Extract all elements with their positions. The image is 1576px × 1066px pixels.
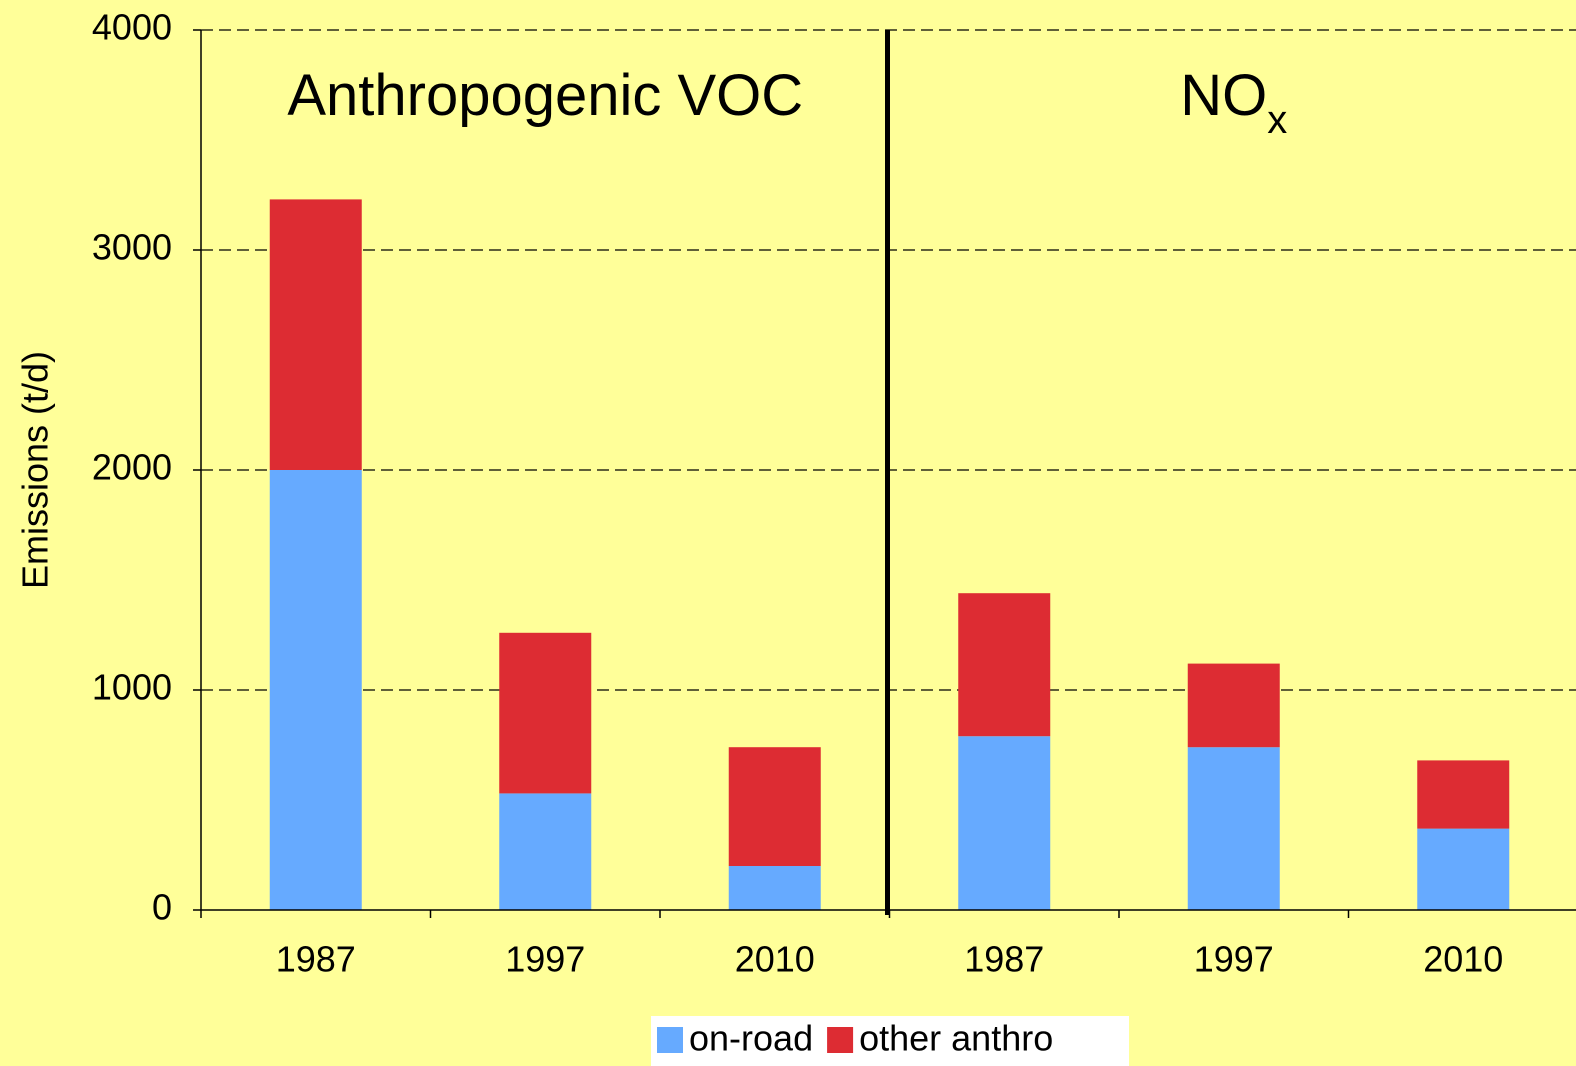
bar-segment [958,593,1051,737]
bar-segment [1417,828,1510,910]
x-tick-label: 1987 [276,939,356,980]
legend-box [651,1016,1129,1066]
x-tick-label: 1997 [505,939,585,980]
y-tick-label: 0 [152,887,172,928]
x-tick-label: 1987 [964,939,1044,980]
bar-segment [499,632,592,794]
y-axis-label: Emissions (t/d) [15,351,56,589]
legend-label: on-road [689,1018,813,1059]
group-label: Anthropogenic VOC [287,63,803,128]
group-label-text: Anthropogenic VOC [287,63,803,128]
bar-segment [1417,760,1510,829]
bar-segment [1187,747,1280,910]
bar-segment [728,866,821,910]
legend-swatch [657,1027,683,1053]
y-tick-label: 3000 [92,227,172,268]
y-tick-label: 4000 [92,7,172,48]
bar-segment [269,199,362,470]
x-tick-label: 2010 [735,939,815,980]
bar-segment [499,793,592,910]
bar-segment [958,736,1051,910]
y-tick-label: 1000 [92,667,172,708]
group-label-text: NO [1180,63,1267,128]
bar-segment [728,747,821,866]
x-tick-label: 1997 [1194,939,1274,980]
group-label: NOx [1180,63,1287,141]
x-tick-label: 2010 [1423,939,1503,980]
legend-label: other anthro [859,1018,1053,1059]
group-label-subscript: x [1267,98,1287,142]
legend: on-road other anthro [651,1016,1129,1066]
bar-segment [1187,663,1280,748]
y-tick-label: 2000 [92,447,172,488]
bar-segment [269,470,362,910]
legend-swatch [827,1027,854,1053]
